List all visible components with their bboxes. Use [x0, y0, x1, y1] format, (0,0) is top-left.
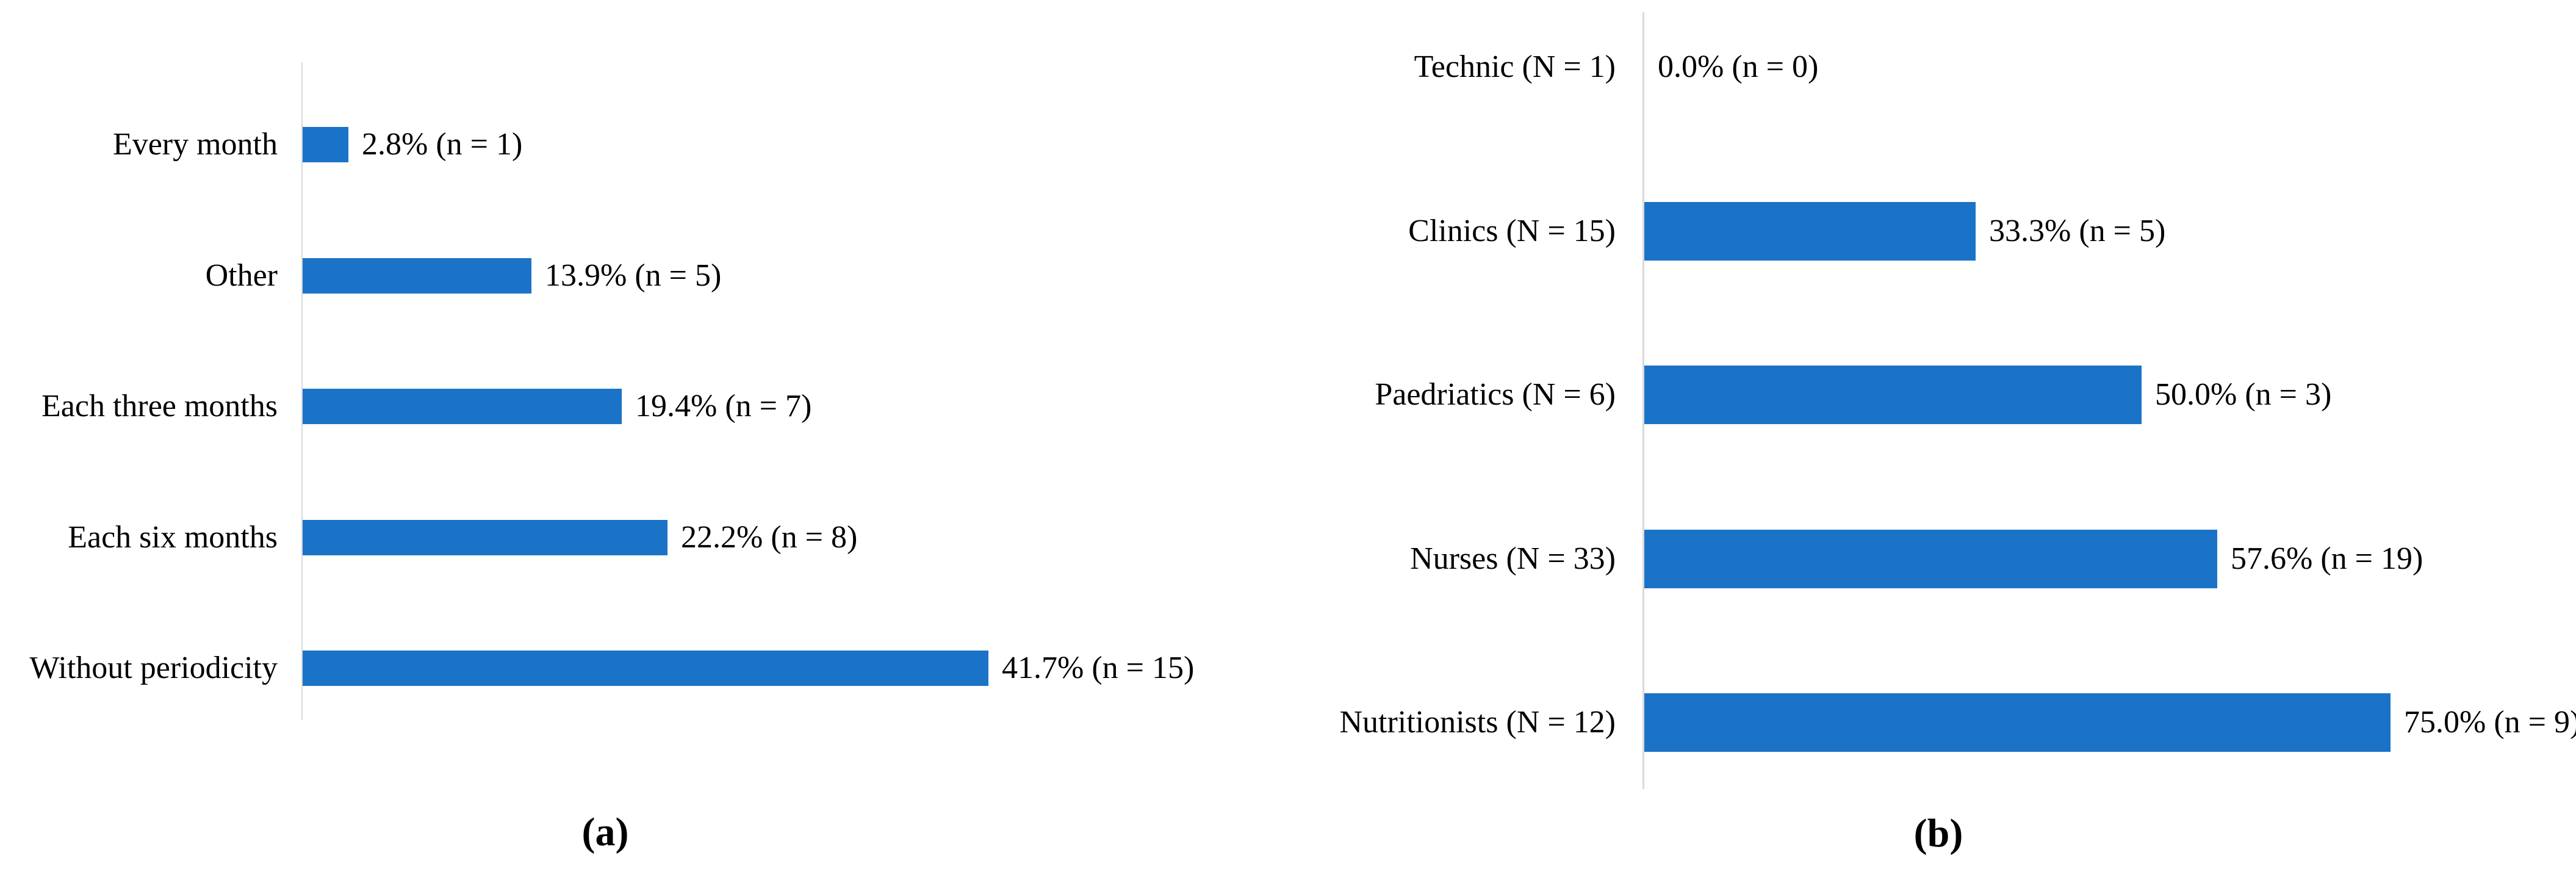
- category-label-a-2: Each three months: [41, 389, 278, 424]
- bar-b-2: [1644, 366, 2142, 424]
- category-label-b-0: Technic (N = 1): [1414, 49, 1616, 84]
- panel-a-category-axis-line: [301, 62, 303, 720]
- category-label-a-4: Without periodicity: [29, 651, 278, 685]
- value-label-a-3: 22.2% (n = 8): [681, 519, 858, 555]
- panel-a-caption: (a): [581, 810, 629, 854]
- category-label-b-4: Nutritionists (N = 12): [1339, 705, 1616, 740]
- value-label-b-4: 75.0% (n = 9): [2404, 705, 2576, 740]
- value-label-b-3: 57.6% (n = 19): [2231, 541, 2423, 576]
- category-label-b-3: Nurses (N = 33): [1410, 541, 1616, 576]
- panel-b-caption: (b): [1913, 811, 1963, 856]
- value-label-b-2: 50.0% (n = 3): [2155, 377, 2332, 412]
- category-label-a-3: Each six months: [68, 519, 278, 555]
- category-label-a-1: Other: [205, 258, 278, 293]
- value-label-a-1: 13.9% (n = 5): [545, 258, 722, 293]
- category-label-b-2: Paedriatics (N = 6): [1375, 377, 1616, 412]
- bar-a-2: [303, 389, 622, 424]
- value-label-a-2: 19.4% (n = 7): [635, 389, 812, 424]
- bar-b-1: [1644, 201, 1976, 261]
- bar-a-3: [303, 519, 667, 555]
- bar-b-3: [1644, 529, 2217, 588]
- bar-b-4: [1644, 693, 2391, 752]
- category-label-b-1: Clinics (N = 15): [1408, 213, 1616, 248]
- category-label-a-0: Every month: [112, 127, 278, 162]
- value-label-b-0: 0.0% (n = 0): [1658, 49, 1819, 84]
- value-label-a-0: 2.8% (n = 1): [362, 127, 523, 162]
- bar-a-0: [303, 127, 348, 162]
- panel-b-category-axis-line: [1642, 12, 1644, 789]
- value-label-a-4: 41.7% (n = 15): [1002, 651, 1195, 685]
- value-label-b-1: 33.3% (n = 5): [1989, 213, 2166, 248]
- bar-a-1: [303, 258, 531, 294]
- bar-a-4: [303, 651, 988, 686]
